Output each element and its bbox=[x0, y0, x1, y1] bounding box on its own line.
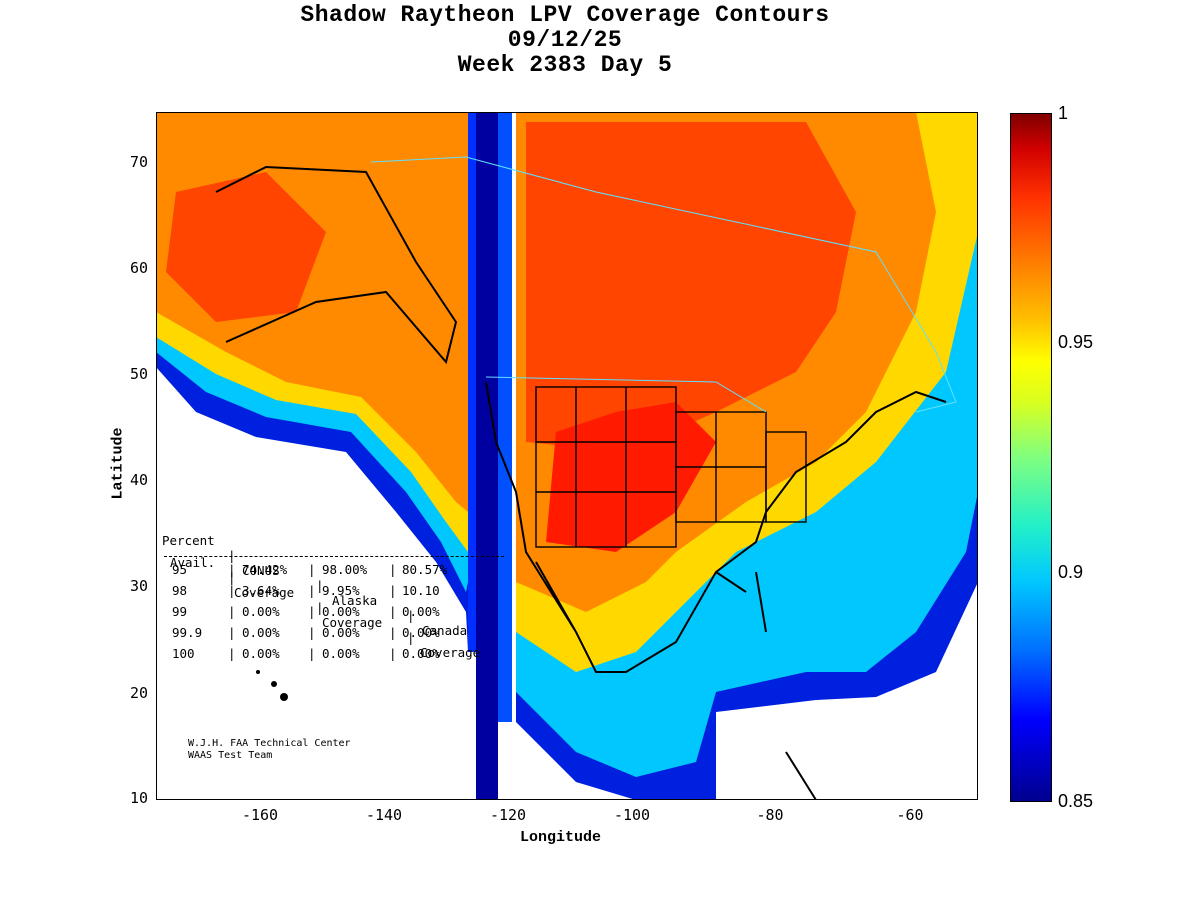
chart-title: Shadow Raytheon LPV Coverage Contours bbox=[300, 2, 830, 28]
contour-core-alaska bbox=[166, 172, 326, 322]
stats-separator: | bbox=[308, 583, 316, 598]
chart-date: 09/12/25 bbox=[507, 27, 623, 53]
colorbar-tick: 1 bbox=[1058, 103, 1069, 123]
stats-alaska: 9.95% bbox=[322, 583, 360, 598]
coverage-map bbox=[156, 112, 978, 800]
stats-percent: 98 bbox=[172, 583, 188, 598]
x-tick: -120 bbox=[489, 806, 527, 824]
stats-separator: | bbox=[228, 548, 236, 563]
x-tick: -100 bbox=[613, 806, 651, 824]
contour-peak-east bbox=[546, 402, 716, 552]
stats-header: Percent bbox=[162, 533, 215, 548]
y-tick: 50 bbox=[129, 365, 148, 383]
stats-separator: | bbox=[389, 583, 397, 598]
stats-conus: 0.00% bbox=[242, 625, 280, 640]
stats-separator: | bbox=[389, 604, 397, 619]
stats-separator: | bbox=[389, 625, 397, 640]
colorbar-tick: 0.85 bbox=[1058, 791, 1094, 811]
contour-band-orange-west bbox=[156, 112, 468, 512]
stats-separator: | bbox=[228, 562, 236, 577]
x-axis-title: Longitude bbox=[520, 829, 602, 846]
stats-separator: | bbox=[228, 625, 236, 640]
stats-divider bbox=[164, 556, 504, 557]
y-axis-title: Latitude bbox=[109, 427, 127, 500]
stats-alaska: 0.00% bbox=[322, 604, 360, 619]
stats-header: Avail. bbox=[170, 555, 216, 570]
coverage-contour-layer bbox=[156, 112, 978, 800]
stats-percent: 99 bbox=[172, 604, 188, 619]
stats-separator: | bbox=[308, 604, 316, 619]
y-tick: 60 bbox=[129, 259, 148, 277]
stats-header: CONUS bbox=[242, 563, 280, 578]
stats-separator: | bbox=[228, 604, 236, 619]
stats-header: Canada bbox=[422, 623, 468, 638]
stats-alaska: 0.00% bbox=[322, 646, 360, 661]
stats-separator: | bbox=[228, 583, 236, 598]
stats-percent: 95 bbox=[172, 562, 188, 577]
stats-separator: | bbox=[308, 625, 316, 640]
hawaii-island bbox=[256, 670, 260, 674]
y-tick: 40 bbox=[129, 471, 148, 489]
colorbar bbox=[1010, 113, 1052, 802]
coastline bbox=[215, 165, 947, 800]
colorbar-tick: 0.9 bbox=[1058, 562, 1084, 582]
stats-separator: | bbox=[316, 578, 324, 593]
coverage-gap-east bbox=[498, 112, 512, 722]
stats-header: Alaska bbox=[332, 593, 378, 608]
stats-canada: 0.00% bbox=[402, 646, 440, 661]
stats-header: Coverage bbox=[420, 645, 481, 660]
coverage-gap-core bbox=[476, 112, 498, 800]
stats-separator: | bbox=[407, 630, 415, 645]
x-tick: -80 bbox=[756, 806, 784, 824]
stats-alaska: 0.00% bbox=[322, 625, 360, 640]
hawaii-island bbox=[280, 693, 288, 701]
y-tick: 10 bbox=[129, 789, 148, 807]
stats-separator: | bbox=[308, 562, 316, 577]
stats-separator: | bbox=[308, 646, 316, 661]
stats-canada: 0.00% bbox=[402, 625, 440, 640]
stats-separator: | bbox=[389, 562, 397, 577]
state-borders bbox=[535, 386, 807, 548]
stats-conus: 0.00% bbox=[242, 646, 280, 661]
x-tick: -140 bbox=[365, 806, 403, 824]
stats-canada: 10.10 bbox=[402, 583, 440, 598]
colorbar-tick: 0.95 bbox=[1058, 332, 1094, 352]
stats-alaska: 98.00% bbox=[322, 562, 368, 577]
contour-core-east bbox=[526, 122, 856, 452]
x-tick: -60 bbox=[896, 806, 924, 824]
coverage-gap-west bbox=[468, 112, 476, 652]
x-tick: -160 bbox=[241, 806, 279, 824]
stats-canada: 0.00% bbox=[402, 604, 440, 619]
stats-conus: 0.00% bbox=[242, 604, 280, 619]
stats-canada: 80.57% bbox=[402, 562, 448, 577]
stats-header: Coverage bbox=[234, 585, 295, 600]
coverage-region-outline bbox=[370, 156, 957, 413]
y-tick: 70 bbox=[129, 153, 148, 171]
y-tick: 20 bbox=[129, 684, 148, 702]
credit-line: W.J.H. FAA Technical Center bbox=[188, 738, 351, 749]
stats-conus: 3.64% bbox=[242, 583, 280, 598]
stats-separator: | bbox=[389, 646, 397, 661]
stats-separator: | bbox=[316, 600, 324, 615]
stats-conus: 74.42% bbox=[242, 562, 288, 577]
stats-header: Coverage bbox=[322, 615, 383, 630]
stats-separator: | bbox=[228, 646, 236, 661]
stats-percent: 100 bbox=[172, 646, 195, 661]
stats-percent: 99.9 bbox=[172, 625, 203, 640]
stats-separator: | bbox=[407, 608, 415, 623]
stats-separator: | bbox=[228, 570, 236, 585]
y-tick: 30 bbox=[129, 577, 148, 595]
hawaii-island bbox=[271, 681, 277, 687]
credit-line: WAAS Test Team bbox=[188, 750, 273, 761]
chart-week-day: Week 2383 Day 5 bbox=[457, 52, 673, 78]
